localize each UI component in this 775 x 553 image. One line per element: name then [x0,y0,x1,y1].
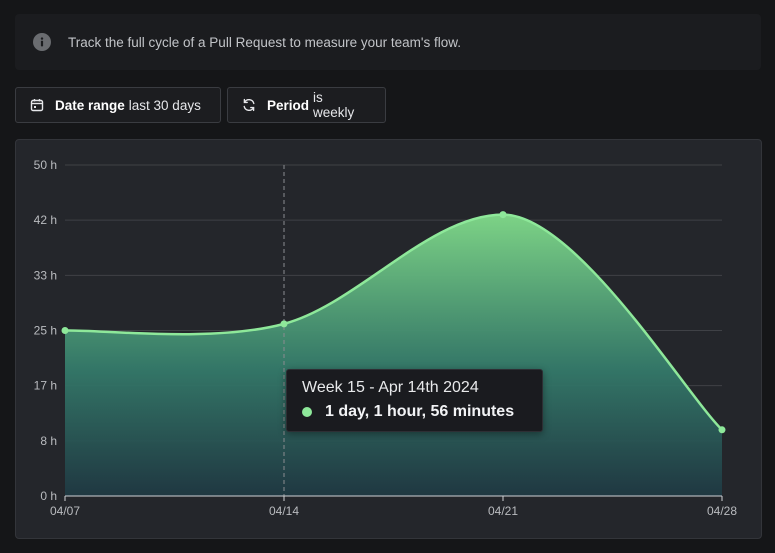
data-point [718,426,726,434]
date-range-label: Date range [55,97,125,113]
tooltip-row: 1 day, 1 hour, 56 minutes [302,403,527,421]
tooltip-title: Week 15 - Apr 14th 2024 [302,379,479,396]
tooltip-series-dot [302,407,312,417]
cycle-time-chart[interactable]: 0 h 8 h 17 h 25 h 33 h 42 h 50 h 04/07 04/14 04/2… [16,140,761,538]
period-value: is weekly [313,90,355,120]
data-point [280,320,288,328]
y-tick-label: 17 h [34,379,57,393]
y-tick-label: 50 h [34,158,57,172]
info-text: Track the full cycle of a Pull Request t… [68,34,461,50]
series-line [64,213,723,431]
date-range-value: last 30 days [128,97,201,113]
chart-panel: 0 h 8 h 17 h 25 h 33 h 42 h 50 h 04/07 04/14 04/2… [15,139,762,539]
y-tick-label: 0 h [40,489,57,503]
x-tick-label: 04/28 [707,504,737,518]
period-label: Period [267,97,310,113]
x-tick-label: 04/14 [269,504,299,518]
date-range-button[interactable]: Date range last 30 days [15,87,221,123]
x-tick-label: 04/07 [50,504,80,518]
info-icon [33,33,51,51]
y-tick-label: 33 h [34,268,57,282]
data-point [61,327,69,334]
x-tick-label: 04/21 [488,504,518,518]
info-banner: Track the full cycle of a Pull Request t… [15,14,761,70]
calendar-icon [30,98,44,112]
data-point [499,211,507,219]
refresh-icon [242,98,256,112]
area-fill [65,214,722,496]
period-button[interactable]: Period is weekly [227,87,386,123]
y-tick-label: 42 h [34,213,57,227]
tooltip-value: 1 day, 1 hour, 56 minutes [325,403,515,420]
y-tick-label: 25 h [34,324,57,338]
y-tick-label: 8 h [40,434,57,448]
chart-tooltip: Week 15 - Apr 14th 2024 1 day, 1 hour, 5… [286,369,543,432]
